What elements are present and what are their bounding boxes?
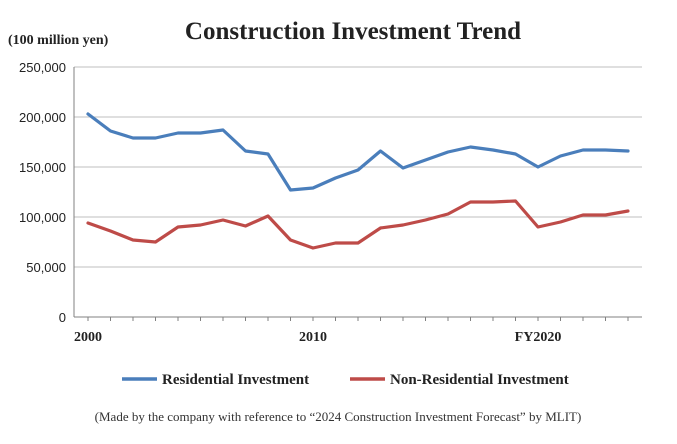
y-tick-label: 100,000 [19, 210, 66, 225]
grid [73, 66, 642, 318]
series-line-residential [86, 112, 630, 192]
series-line-non-residential [86, 199, 630, 250]
y-tick-label: 200,000 [19, 110, 66, 125]
y-unit-label: (100 million yen) [8, 33, 109, 48]
source-note: (Made by the company with reference to “… [95, 409, 582, 424]
legend-label-residential: Residential Investment [162, 372, 309, 388]
x-axis-ticks: 2000 2010 FY2020 [74, 317, 629, 345]
y-tick-label: 50,000 [26, 260, 66, 275]
chart-title: Construction Investment Trend [185, 18, 521, 45]
y-tick-label: 250,000 [19, 60, 66, 75]
plot-area [86, 112, 630, 250]
legend: Residential Investment Non-Residential I… [122, 372, 569, 388]
legend-label-non-residential: Non-Residential Investment [390, 372, 569, 388]
x-tick-label: 2000 [74, 330, 102, 345]
y-axis-ticks: 0 50,000 100,000 150,000 200,000 250,000 [19, 60, 66, 325]
x-tick-label: 2010 [299, 330, 327, 345]
y-tick-label: 150,000 [19, 160, 66, 175]
x-tick-label: FY2020 [515, 330, 562, 345]
y-tick-label: 0 [59, 310, 66, 325]
